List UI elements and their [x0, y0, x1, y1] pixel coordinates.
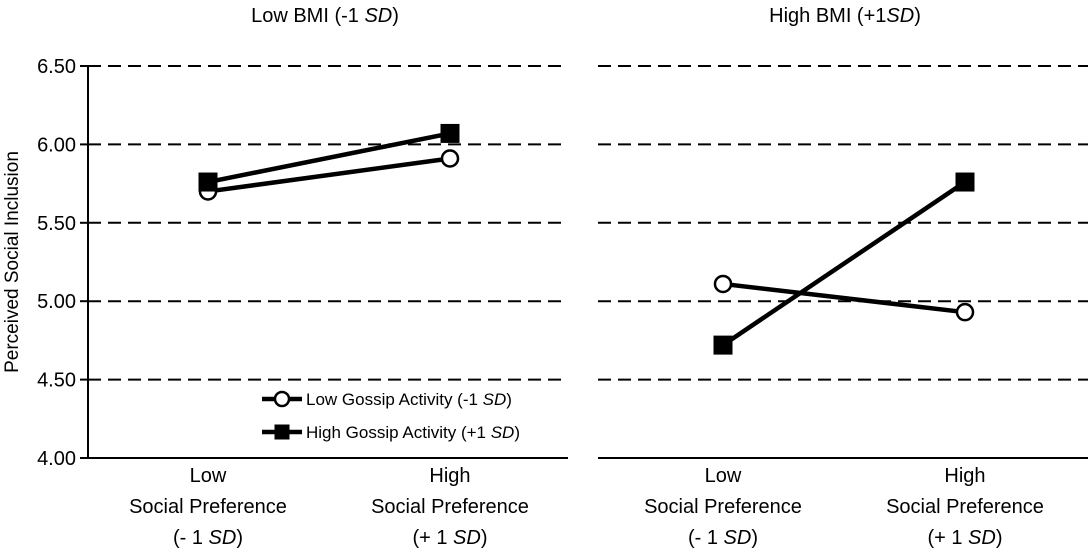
y-tick-label-5: 6.50 [37, 56, 76, 78]
category-label-p0-c1-line3-sd: SD [453, 527, 481, 549]
legend-label-low-gossip: Low Gossip Activity (-1 SD) [306, 390, 512, 409]
legend-low-suffix: ) [506, 390, 512, 409]
y-axis-label: Perceived Social Inclusion [2, 151, 23, 373]
y-tick-label-2: 5.00 [37, 291, 76, 313]
category-label-p1-c0-line3: (- 1 SD) [688, 527, 758, 549]
category-label-p1-c0-line1: Low [705, 465, 742, 487]
category-label-p1-c1-line3-sd: SD [968, 527, 996, 549]
legend-marker-open-circle [273, 390, 291, 408]
category-label-layer: Low Social Preference (- 1 SD) High Social P… [129, 465, 1044, 549]
legend-high-sd: SD [491, 423, 515, 442]
axis-layer [87, 66, 1088, 459]
panel-title-left: Low BMI (-1 SD) [251, 5, 399, 27]
legend: Low Gossip Activity (-1 SD) High Gossip … [262, 390, 520, 442]
legend-high-prefix: High Gossip Activity (+1 [306, 423, 491, 442]
series-line-p1-low_gossip [722, 281, 966, 315]
legend-low-prefix: Low Gossip Activity (-1 [306, 390, 483, 409]
category-label-p0-c0-line3-prefix: (- 1 [173, 527, 209, 549]
panel-title-left-prefix: Low BMI (-1 [251, 5, 364, 27]
category-label-p1-c0-line3-suffix: ) [751, 527, 758, 549]
y-tick-label-1: 4.50 [37, 370, 76, 392]
marker-p0-high_gossip-0 [198, 172, 218, 192]
category-label-p1-c1-line3-prefix: (+ 1 [927, 527, 968, 549]
marker-p1-low_gossip-0 [713, 274, 733, 294]
category-label-p0-c0-line3: (- 1 SD) [173, 527, 243, 549]
panel-title-right: High BMI (+1SD) [769, 5, 921, 27]
series-line-p0-high_gossip [207, 131, 451, 185]
category-label-p0-c1-line2: Social Preference [371, 496, 529, 518]
y-tick-label-0: 4.00 [37, 448, 76, 470]
category-label-p0-c0-line2: Social Preference [129, 496, 287, 518]
category-label-p1-c1-line2: Social Preference [886, 496, 1044, 518]
panel-title-right-prefix: High BMI (+1 [769, 5, 886, 27]
marker-p1-high_gossip-1 [955, 172, 975, 192]
marker-p1-low_gossip-1 [955, 302, 975, 322]
category-label-p1-c1-line1: High [944, 465, 985, 487]
panel-title-left-sd: SD [364, 5, 392, 27]
category-label-p0-c1-line3: (+ 1 SD) [412, 527, 487, 549]
category-label-p1-c1-line3-suffix: ) [996, 527, 1003, 549]
legend-marker-filled-square [274, 424, 290, 440]
panel-title-right-suffix: ) [914, 5, 921, 27]
category-label-p0-c0-line1: Low [190, 465, 227, 487]
category-label-p0-c1-line3-prefix: (+ 1 [412, 527, 453, 549]
series-line-p1-high_gossip [721, 180, 967, 347]
legend-label-high-gossip: High Gossip Activity (+1 SD) [306, 423, 520, 442]
y-tick-label-3: 5.50 [37, 213, 76, 235]
series-line-p0-low_gossip [207, 156, 451, 194]
category-label-p0-c1-line1: High [429, 465, 470, 487]
category-label-p1-c1-line3: (+ 1 SD) [927, 527, 1002, 549]
tick-layer: 4.00 4.50 5.00 5.50 6.00 6.50 [37, 56, 88, 470]
category-label-p0-c0-line3-suffix: ) [236, 527, 243, 549]
panel-title-left-suffix: ) [392, 5, 399, 27]
grid-layer [88, 65, 1088, 381]
marker-p0-low_gossip-1 [440, 149, 460, 168]
category-label-p0-c1-line3-suffix: ) [481, 527, 488, 549]
category-label-p0-c0-line3-sd: SD [209, 527, 237, 549]
panel-title-right-sd: SD [886, 5, 914, 27]
category-label-p1-c0-line3-sd: SD [724, 527, 752, 549]
legend-high-suffix: ) [514, 423, 520, 442]
marker-p1-high_gossip-0 [713, 335, 733, 355]
category-label-p1-c0-line3-prefix: (- 1 [688, 527, 724, 549]
series-layer [198, 123, 975, 355]
legend-low-sd: SD [483, 390, 507, 409]
category-label-p1-c0-line2: Social Preference [644, 496, 802, 518]
y-tick-label-4: 6.00 [37, 134, 76, 156]
marker-p0-high_gossip-1 [440, 123, 460, 143]
